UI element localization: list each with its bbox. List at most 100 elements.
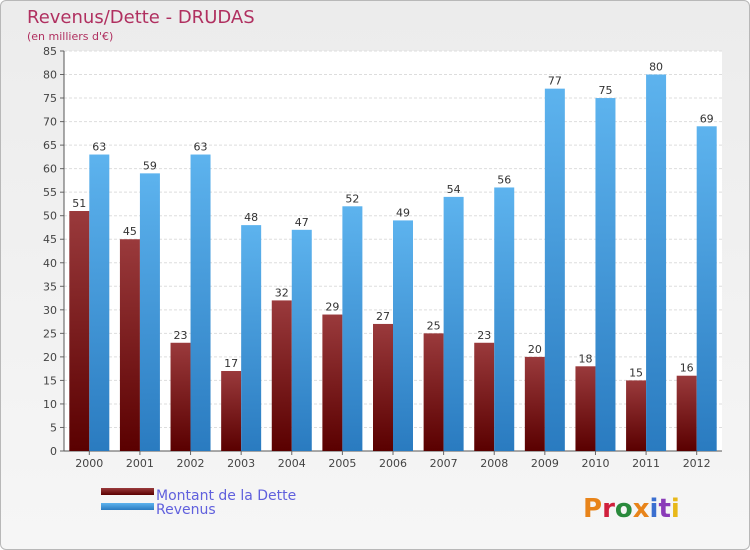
x-tick-label: 2011: [632, 457, 660, 470]
y-tick-label: 30: [43, 304, 57, 317]
y-tick-label: 60: [43, 163, 57, 176]
bar-revenus: [443, 196, 464, 451]
legend-label-dette: Montant de la Dette: [156, 488, 296, 504]
bar-dette-value-label: 27: [376, 310, 390, 323]
bar-revenus-value-label: 75: [598, 84, 612, 97]
bar-dette: [170, 342, 191, 451]
logo-letter: i: [650, 494, 659, 524]
x-tick-label: 2007: [430, 457, 458, 470]
bar-revenus-value-label: 69: [700, 112, 714, 125]
y-tick-label: 25: [43, 327, 57, 340]
bar-dette-value-label: 16: [680, 362, 694, 375]
legend: Montant de la Dette Revenus: [101, 488, 296, 518]
y-tick-label: 15: [43, 374, 57, 387]
x-tick-label: 2001: [126, 457, 154, 470]
bar-dette: [271, 300, 292, 451]
bar-revenus: [595, 98, 616, 451]
x-tick-label: 2012: [683, 457, 711, 470]
bar-dette: [474, 342, 495, 451]
bar-revenus-value-label: 49: [396, 206, 410, 219]
bar-revenus: [494, 187, 515, 451]
x-tick-label: 2000: [75, 457, 103, 470]
y-tick-label: 55: [43, 186, 57, 199]
bar-dette-value-label: 23: [174, 329, 188, 342]
bar-revenus: [190, 154, 211, 451]
y-tick-label: 85: [43, 45, 57, 58]
bar-revenus-value-label: 63: [194, 141, 208, 154]
y-tick-label: 65: [43, 139, 57, 152]
x-tick-label: 2009: [531, 457, 559, 470]
chart-subtitle: (en milliers d'€): [27, 30, 113, 43]
logo-letter: x: [633, 494, 650, 524]
y-tick-label: 80: [43, 69, 57, 82]
bar-dette-value-label: 29: [325, 301, 339, 314]
bar-revenus: [139, 173, 160, 451]
bar-dette-value-label: 20: [528, 343, 542, 356]
logo-letter: o: [615, 494, 633, 524]
y-tick-label: 40: [43, 257, 57, 270]
legend-swatch-revenus: [101, 503, 154, 510]
proxiti-logo: Proxiti: [583, 494, 680, 524]
bar-dette: [322, 314, 343, 451]
legend-swatch-dette: [101, 488, 154, 495]
bar-dette: [373, 323, 393, 451]
bar-dette-value-label: 23: [477, 329, 491, 342]
bar-revenus-value-label: 54: [447, 183, 461, 196]
bar-dette-value-label: 51: [72, 197, 86, 210]
bar-dette: [626, 380, 647, 451]
bar-dette: [524, 356, 545, 451]
bar-dette-value-label: 18: [578, 352, 592, 365]
y-tick-label: 45: [43, 233, 57, 246]
bar-revenus-value-label: 77: [548, 75, 562, 88]
x-tick-label: 2002: [177, 457, 205, 470]
bar-dette-value-label: 45: [123, 225, 137, 238]
y-tick-label: 10: [43, 398, 57, 411]
logo-letter: P: [583, 494, 602, 524]
y-tick-label: 50: [43, 210, 57, 223]
bar-revenus-value-label: 63: [92, 141, 106, 154]
y-tick-label: 0: [50, 445, 57, 458]
bar-dette: [69, 211, 90, 451]
x-tick-label: 2004: [278, 457, 306, 470]
bar-dette-value-label: 32: [275, 286, 289, 299]
bar-dette-value-label: 17: [224, 357, 238, 370]
bar-revenus-value-label: 59: [143, 159, 157, 172]
y-tick-label: 20: [43, 351, 57, 364]
y-tick-label: 75: [43, 92, 57, 105]
plot-area: 0 5 10 15 20 25 30 35 40 45 50 55 60 65 70 75 80 85 51 63 20…: [43, 45, 722, 470]
x-tick-label: 2010: [581, 457, 609, 470]
bar-dette-value-label: 25: [427, 319, 441, 332]
bar-dette: [575, 366, 596, 451]
bar-revenus-value-label: 48: [244, 211, 258, 224]
bar-revenus: [696, 126, 717, 451]
bar-revenus-value-label: 52: [345, 192, 359, 205]
x-tick-label: 2006: [379, 457, 407, 470]
logo-letter: t: [658, 494, 670, 524]
x-tick-label: 2008: [480, 457, 508, 470]
bar-revenus: [544, 88, 565, 451]
x-tick-label: 2003: [227, 457, 255, 470]
logo-letter: r: [602, 494, 615, 524]
legend-label-revenus: Revenus: [156, 502, 216, 518]
bar-revenus: [646, 74, 667, 451]
bar-revenus-value-label: 47: [295, 216, 309, 229]
y-tick-label: 5: [50, 421, 57, 434]
bar-dette: [676, 375, 697, 451]
chart-title: Revenus/Dette - DRUDAS: [27, 7, 255, 28]
x-tick-label: 2005: [328, 457, 356, 470]
y-tick-label: 35: [43, 280, 57, 293]
bar-revenus: [291, 229, 312, 451]
bar-revenus: [393, 220, 413, 451]
bar-revenus: [342, 206, 363, 451]
bar-dette-value-label: 15: [629, 366, 643, 379]
bar-dette: [221, 371, 242, 451]
bar-dette: [119, 239, 140, 451]
y-tick-label: 70: [43, 116, 57, 129]
bar-revenus-value-label: 56: [497, 173, 511, 186]
logo-letter: i: [671, 494, 680, 524]
bar-dette: [423, 333, 444, 451]
bar-revenus-value-label: 80: [649, 61, 663, 74]
bar-revenus: [241, 225, 262, 451]
